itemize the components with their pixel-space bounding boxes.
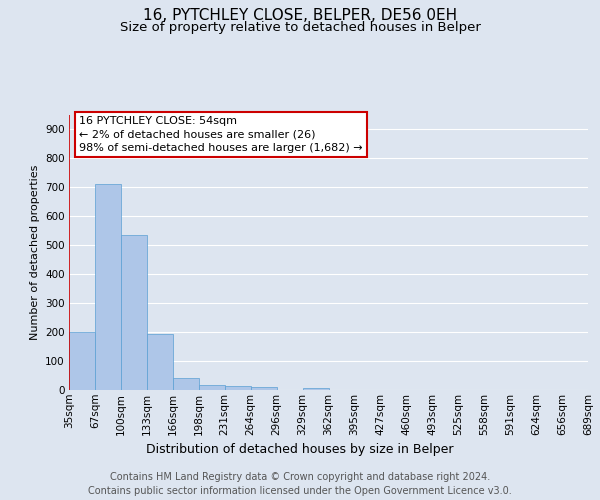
Bar [173,378,199,390]
Bar [199,385,224,390]
Text: Distribution of detached houses by size in Belper: Distribution of detached houses by size … [146,442,454,456]
Bar [251,388,277,390]
Bar [95,184,121,390]
Bar [121,235,147,390]
Bar [302,388,329,390]
Bar [69,332,95,390]
Bar [225,386,251,390]
Bar [147,334,173,390]
Text: 16 PYTCHLEY CLOSE: 54sqm
← 2% of detached houses are smaller (26)
98% of semi-de: 16 PYTCHLEY CLOSE: 54sqm ← 2% of detache… [79,116,363,153]
Text: Contains HM Land Registry data © Crown copyright and database right 2024.
Contai: Contains HM Land Registry data © Crown c… [88,472,512,496]
Y-axis label: Number of detached properties: Number of detached properties [29,165,40,340]
Text: Size of property relative to detached houses in Belper: Size of property relative to detached ho… [119,22,481,35]
Text: 16, PYTCHLEY CLOSE, BELPER, DE56 0EH: 16, PYTCHLEY CLOSE, BELPER, DE56 0EH [143,8,457,22]
